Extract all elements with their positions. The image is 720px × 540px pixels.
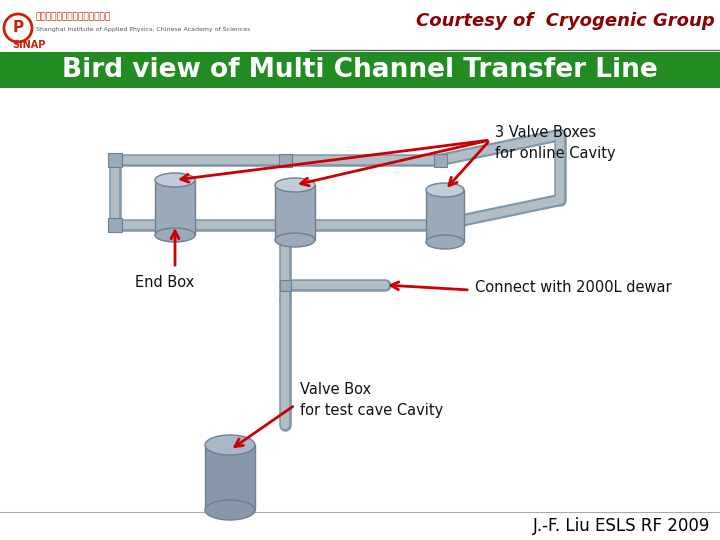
Ellipse shape (155, 173, 195, 187)
Text: P: P (12, 21, 24, 36)
Text: Courtesy of  Cryogenic Group: Courtesy of Cryogenic Group (416, 12, 715, 30)
Text: J.-F. Liu ESLS RF 2009: J.-F. Liu ESLS RF 2009 (533, 517, 710, 535)
Ellipse shape (155, 228, 195, 242)
Text: End Box: End Box (135, 275, 194, 290)
Bar (426, 190, 464, 242)
Bar (279, 280, 290, 291)
Text: Bird view of Multi Channel Transfer Line: Bird view of Multi Channel Transfer Line (62, 57, 658, 83)
Ellipse shape (426, 235, 464, 249)
Bar (108, 153, 122, 167)
Bar (279, 219, 292, 232)
Bar (0, 52, 720, 88)
Bar (205, 445, 255, 510)
Bar (108, 218, 122, 232)
Bar (279, 153, 292, 166)
Ellipse shape (205, 500, 255, 520)
Text: Connect with 2000L dewar: Connect with 2000L dewar (475, 280, 672, 294)
Ellipse shape (275, 233, 315, 247)
Bar (433, 153, 446, 166)
Ellipse shape (205, 435, 255, 455)
Ellipse shape (426, 183, 464, 197)
Bar (0, 88, 720, 540)
Bar (0, 0, 720, 55)
Text: 中国科学院上海应用物理研究所: 中国科学院上海应用物理研究所 (36, 12, 112, 22)
Bar (275, 185, 315, 240)
Bar (155, 180, 195, 235)
Bar (0, 0, 305, 55)
Text: Shanghai Institute of Applied Physics, Chinese Academy of Sciences: Shanghai Institute of Applied Physics, C… (36, 26, 251, 31)
Ellipse shape (275, 178, 315, 192)
Text: SINAP: SINAP (12, 40, 45, 50)
Text: 3 Valve Boxes
for online Cavity: 3 Valve Boxes for online Cavity (495, 125, 616, 161)
Text: Valve Box
for test cave Cavity: Valve Box for test cave Cavity (300, 382, 444, 418)
